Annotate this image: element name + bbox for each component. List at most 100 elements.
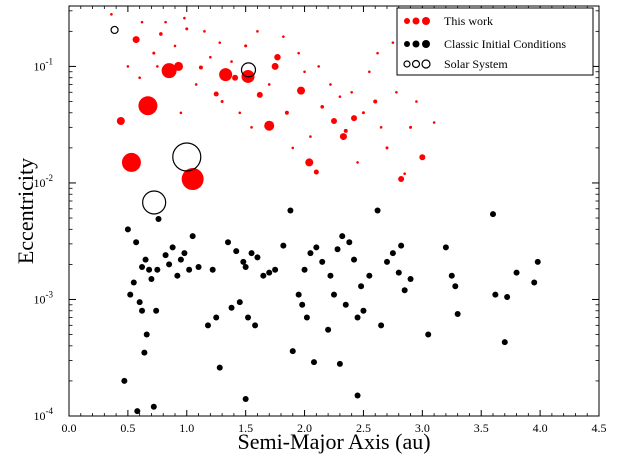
classic-ic-point xyxy=(148,275,155,282)
this-work-point xyxy=(185,27,189,31)
this-work-point xyxy=(403,172,406,176)
classic-ic-point xyxy=(213,314,220,321)
solar-system-point xyxy=(142,190,167,215)
this-work-point xyxy=(317,65,320,68)
x-tick-label: 3.0 xyxy=(415,421,430,435)
this-work-point xyxy=(303,70,306,74)
y-axis: 10-410-310-210-1 xyxy=(34,10,599,423)
this-work-point xyxy=(432,121,436,124)
this-work-point xyxy=(398,176,405,183)
classic-ic-point xyxy=(141,349,148,356)
this-work-point xyxy=(271,62,279,70)
this-work-point xyxy=(391,41,395,44)
legend-marker xyxy=(421,59,431,69)
this-work-point xyxy=(183,16,186,20)
classic-ic-point xyxy=(242,395,249,402)
this-work-point xyxy=(297,86,306,95)
legend-marker xyxy=(411,59,421,69)
classic-ic-point xyxy=(490,211,496,218)
this-work-point xyxy=(256,91,263,98)
y-tick-base: 10 xyxy=(34,409,46,423)
classic-ic-point xyxy=(504,294,511,301)
classic-ic-point xyxy=(266,269,273,276)
classic-ic-point xyxy=(133,239,140,246)
this-work-point xyxy=(409,125,413,129)
classic-ic-point xyxy=(248,250,255,257)
classic-ic-point xyxy=(209,266,216,273)
this-work-point xyxy=(267,83,271,86)
classic-ic-point xyxy=(252,322,259,329)
classic-ic-point xyxy=(195,263,202,270)
classic-ic-point xyxy=(139,263,146,270)
classic-ic-point xyxy=(366,272,373,279)
classic-ic-point xyxy=(354,314,361,321)
this-work-point xyxy=(174,61,184,71)
classic-ic-point xyxy=(153,307,160,314)
classic-ic-point xyxy=(303,314,310,321)
this-work-point xyxy=(198,65,203,70)
y-tick-exponent: -2 xyxy=(46,173,54,183)
classic-ic-point xyxy=(313,244,320,251)
this-work-point xyxy=(209,55,212,59)
this-work-point xyxy=(159,32,163,36)
classic-ic-point xyxy=(189,233,196,240)
legend-box xyxy=(396,7,594,76)
classic-ic-point xyxy=(360,307,367,314)
this-work-point xyxy=(181,168,204,191)
this-work-point xyxy=(282,35,285,38)
classic-ic-point xyxy=(124,226,131,233)
this-work-point xyxy=(379,126,383,129)
classic-ic-point xyxy=(425,331,432,338)
x-axis-label: Semi-Major Axis (au) xyxy=(237,429,430,454)
solar-system-point xyxy=(240,62,257,78)
classic-ic-point xyxy=(346,239,353,246)
this-work-point xyxy=(274,53,281,61)
y-tick-base: 10 xyxy=(34,176,46,190)
classic-ic-point xyxy=(354,392,361,399)
this-work-point xyxy=(126,65,130,68)
this-work-point xyxy=(213,91,219,97)
classic-ic-point xyxy=(272,266,279,273)
this-work-point xyxy=(373,99,378,104)
this-work-point xyxy=(343,128,348,133)
x-tick-label: 4.5 xyxy=(592,421,607,435)
x-tick-label: 4.0 xyxy=(533,421,548,435)
legend: This work Classic Initial Conditions Sol… xyxy=(396,7,594,76)
legend-marker xyxy=(422,40,430,48)
legend-entry-classic: Classic Initial Conditions xyxy=(404,37,566,51)
y-tick-exponent: -4 xyxy=(46,406,54,416)
x-tick-label: 1.0 xyxy=(179,421,194,435)
legend-marker xyxy=(412,40,420,48)
plot-frame xyxy=(68,5,600,417)
solar-system-point xyxy=(110,25,119,35)
x-tick-label: 3.5 xyxy=(474,421,489,435)
classic-ic-point xyxy=(395,269,402,276)
y-tick-exponent: -1 xyxy=(46,56,54,66)
classic-ic-point xyxy=(331,291,337,298)
this-work-point xyxy=(194,83,198,86)
this-work-point xyxy=(219,68,233,82)
this-work-point xyxy=(156,65,159,68)
legend-label: Classic Initial Conditions xyxy=(444,37,566,51)
x-tick-label: 1.5 xyxy=(238,421,253,435)
this-work-point xyxy=(116,117,125,126)
classic-ic-point xyxy=(401,287,408,294)
this-work-point xyxy=(320,105,325,109)
this-work-point xyxy=(164,20,167,24)
this-work-point xyxy=(351,115,358,122)
this-work-point xyxy=(415,100,418,103)
plot-area xyxy=(110,13,541,415)
this-work-point xyxy=(305,158,314,167)
classic-ic-point xyxy=(142,256,149,263)
classic-ic-point xyxy=(295,291,302,298)
classic-ic-point xyxy=(389,250,396,257)
this-work-point xyxy=(161,63,177,79)
classic-ic-point xyxy=(378,322,385,329)
classic-ic-point xyxy=(121,377,128,384)
y-tick-base: 10 xyxy=(34,59,46,73)
data-points xyxy=(110,13,541,415)
legend-entry-solar-system: Solar System xyxy=(403,57,508,71)
legend-marker xyxy=(404,41,410,47)
classic-ic-point xyxy=(319,258,326,265)
